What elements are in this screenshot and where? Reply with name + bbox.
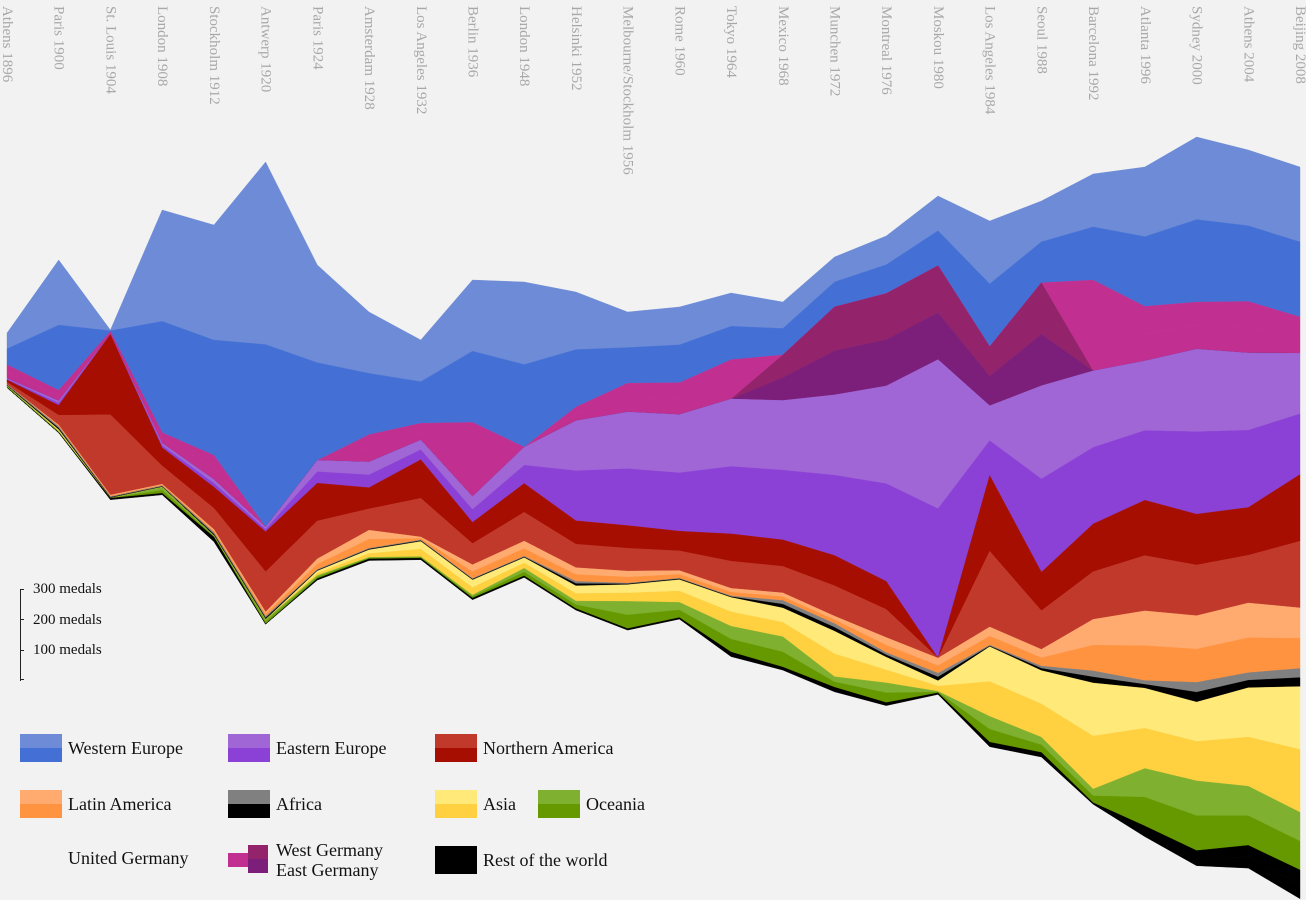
- legend-latin-america: Latin America: [20, 790, 171, 818]
- legend-swatch: [228, 734, 270, 762]
- game-label: Helsinki 1952: [567, 6, 584, 91]
- legend-label: East Germany: [276, 860, 379, 880]
- legend-swatch: [538, 790, 580, 818]
- legend-swatch: [228, 790, 270, 818]
- game-label: Atlanta 1996: [1136, 6, 1153, 84]
- legend-label: Latin America: [68, 793, 172, 814]
- legend-swatch: [20, 790, 62, 818]
- game-label: Moskou 1980: [929, 6, 946, 89]
- legend-western-europe: Western Europe: [20, 734, 183, 762]
- game-label: Munchen 1972: [826, 6, 843, 97]
- legend-label: Eastern Europe: [276, 737, 387, 758]
- game-label: Paris 1924: [309, 6, 326, 70]
- legend-label: Western Europe: [68, 737, 184, 758]
- legend-oceania: Oceania: [538, 790, 645, 818]
- legend-label: Rest of the world: [483, 849, 608, 870]
- game-label: Athens 1896: [0, 6, 15, 83]
- game-label: Rome 1960: [671, 6, 688, 76]
- game-label: Berlin 1936: [464, 6, 481, 78]
- legend-label: Northern America: [483, 737, 614, 758]
- game-label: Los Angeles 1932: [412, 6, 429, 115]
- legend-label: Asia: [483, 793, 516, 814]
- game-label: Mexico 1968: [774, 6, 791, 86]
- legend-eastern-europe: Eastern Europe: [228, 734, 386, 762]
- scale-label-100: 100 medals: [33, 642, 102, 658]
- legend-united-germany: United Germany: [68, 848, 188, 869]
- game-label: Montreal 1976: [878, 6, 895, 95]
- legend-northern-america: Northern America: [435, 734, 613, 762]
- legend-east-germany: East Germany: [276, 860, 378, 880]
- game-label: St. Louis 1904: [102, 6, 119, 94]
- game-label: Barcelona 1992: [1085, 6, 1102, 101]
- scale-label-300: 300 medals: [33, 581, 102, 597]
- game-label: Los Angeles 1984: [981, 6, 998, 115]
- game-label: Paris 1900: [50, 6, 67, 70]
- game-label: Amsterdam 1928: [361, 6, 378, 110]
- legend-swatch: [435, 846, 477, 874]
- scale-label-200: 200 medals: [33, 612, 102, 628]
- legend-swatch-west-germany: [248, 845, 268, 859]
- legend-asia: Asia: [435, 790, 516, 818]
- legend-swatch-east-germany: [248, 859, 268, 873]
- game-label: Tokyo 1964: [723, 6, 740, 78]
- game-label: Antwerp 1920: [257, 6, 274, 93]
- game-label: Sydney 2000: [1188, 6, 1205, 85]
- legend-swatch: [435, 790, 477, 818]
- legend-rest-of-world: Rest of the world: [435, 846, 607, 874]
- legend-africa: Africa: [228, 790, 322, 818]
- game-label: Melbourne/Stockholm 1956: [619, 6, 636, 175]
- legend-west-germany: West Germany: [276, 840, 383, 860]
- legend-swatch: [20, 734, 62, 762]
- legend-label: Oceania: [586, 793, 645, 814]
- legend-swatch-united-germany: [228, 853, 248, 867]
- legend-label: Africa: [276, 793, 322, 814]
- scale-bar: [20, 589, 27, 681]
- game-label: Athens 2004: [1240, 6, 1257, 83]
- legend-label: United Germany: [68, 848, 189, 868]
- band-rest-of-the-world-lower: [6, 387, 1301, 900]
- game-label: Beijing 2008: [1292, 6, 1306, 84]
- game-label: London 1948: [516, 6, 533, 87]
- game-label: London 1908: [154, 6, 171, 87]
- game-label: Stockholm 1912: [205, 6, 222, 105]
- legend-label: West Germany: [276, 840, 384, 860]
- game-label: Seoul 1988: [1033, 6, 1050, 74]
- legend-swatch: [435, 734, 477, 762]
